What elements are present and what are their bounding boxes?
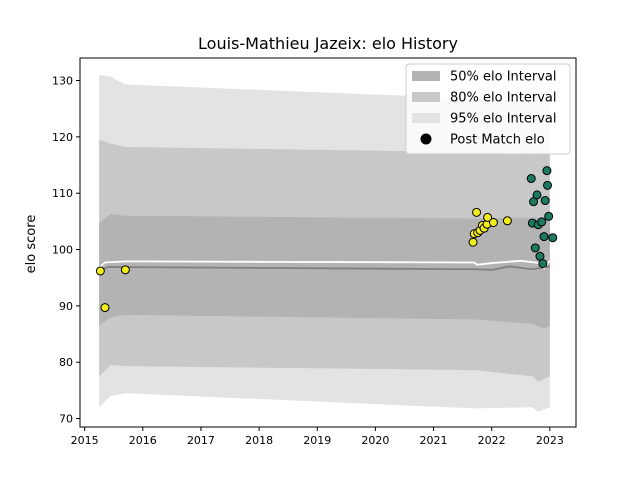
- y-tick-label-70: 70: [59, 413, 73, 426]
- post-match-point-20: [535, 251, 545, 261]
- x-tick-label-2019: 2019: [303, 434, 331, 447]
- post-match-point-22: [538, 259, 548, 269]
- x-tick-label-2023: 2023: [536, 434, 564, 447]
- legend: 50% elo Interval 80% elo Interval 95% elo …: [405, 63, 571, 155]
- legend-box: [405, 63, 571, 155]
- legend-label-3: Post Match elo: [450, 133, 545, 148]
- legend-label-1: 80% elo Interval: [450, 91, 557, 106]
- post-match-point-17: [530, 243, 540, 253]
- post-match-points: [95, 166, 558, 313]
- band-50-percent: [99, 214, 550, 329]
- y-tick-label-80: 80: [59, 356, 73, 369]
- post-match-point-13: [502, 216, 512, 226]
- x-tick-label-2017: 2017: [187, 434, 215, 447]
- legend-marker-3: [420, 133, 432, 145]
- post-match-point-28: [548, 233, 558, 243]
- axes-frame: [79, 57, 577, 428]
- x-tick-label-2015: 2015: [71, 434, 99, 447]
- y-axis: 70 80 90 100 110 120 130: [52, 75, 80, 426]
- post-match-point-1: [100, 303, 110, 313]
- legend-swatch-1: [412, 92, 440, 102]
- y-axis-label: elo score: [24, 215, 39, 274]
- post-match-point-21: [537, 217, 547, 227]
- legend-swatch-2: [412, 113, 440, 123]
- chart-title: Louis-Mathieu Jazeix: elo History: [198, 34, 458, 53]
- post-match-point-2: [120, 265, 130, 275]
- post-match-point-27: [544, 211, 554, 221]
- x-tick-label-2016: 2016: [129, 434, 157, 447]
- x-axis: 2015 2016 2017 2018 2019 2020 2021 2022 2023: [71, 427, 564, 447]
- plot-area: [95, 74, 558, 412]
- x-tick-label-2018: 2018: [245, 434, 273, 447]
- y-tick-label-130: 130: [52, 75, 73, 88]
- post-match-point-3: [468, 237, 478, 247]
- y-tick-label-100: 100: [52, 244, 73, 257]
- post-match-point-14: [526, 174, 536, 184]
- y-tick-label-90: 90: [59, 300, 73, 313]
- mean-line: [98, 265, 550, 272]
- post-match-point-23: [539, 232, 549, 242]
- legend-swatch-0: [412, 71, 440, 81]
- x-tick-label-2022: 2022: [478, 434, 506, 447]
- legend-label-0: 50% elo Interval: [450, 70, 557, 85]
- post-match-point-12: [488, 218, 498, 228]
- y-tick-label-120: 120: [52, 131, 73, 144]
- x-tick-label-2020: 2020: [361, 434, 389, 447]
- post-match-point-18: [532, 190, 542, 200]
- post-match-point-24: [540, 196, 550, 206]
- post-match-point-25: [542, 166, 552, 176]
- legend-label-2: 95% elo Interval: [450, 112, 557, 127]
- post-match-point-11: [483, 212, 493, 222]
- post-match-point-0: [95, 266, 105, 276]
- interval-bands: [99, 74, 550, 412]
- y-tick-label-110: 110: [52, 187, 73, 200]
- post-match-point-26: [543, 180, 553, 190]
- post-match-point-5: [472, 207, 482, 217]
- x-tick-label-2021: 2021: [420, 434, 448, 447]
